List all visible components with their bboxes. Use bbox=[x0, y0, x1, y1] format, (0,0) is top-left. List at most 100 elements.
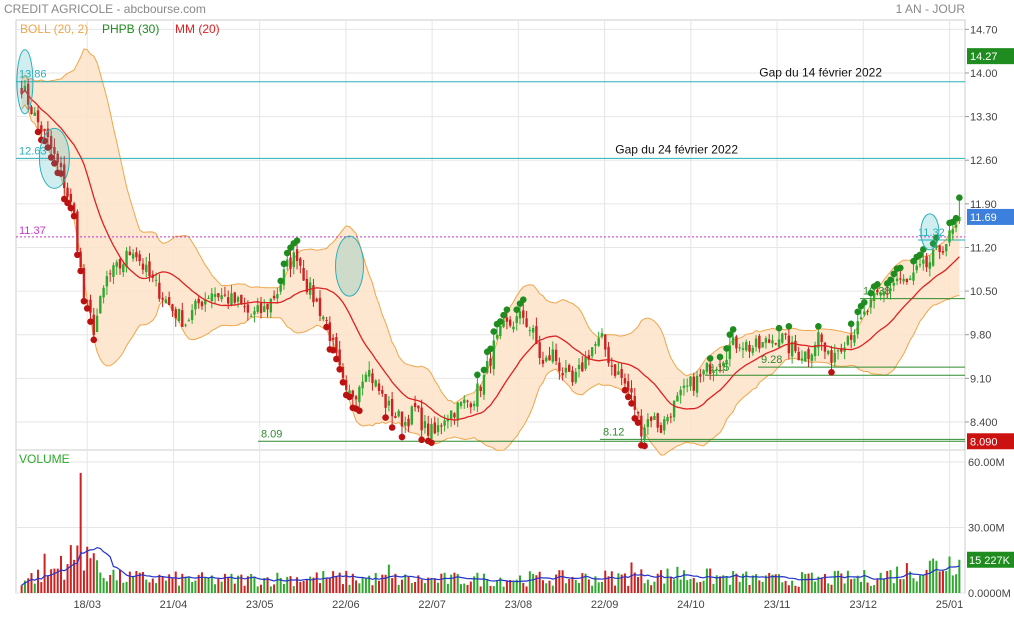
volume-bar bbox=[20, 585, 23, 593]
volume-bar bbox=[866, 582, 869, 593]
candle-body bbox=[604, 334, 607, 350]
candle-body bbox=[731, 337, 735, 345]
volume-bar bbox=[771, 574, 774, 593]
candle-body bbox=[561, 372, 564, 376]
bollinger-fill bbox=[21, 49, 960, 456]
candle-body bbox=[364, 374, 368, 382]
phpb-high-dot bbox=[887, 276, 894, 284]
candle-body bbox=[76, 211, 79, 252]
volume-bar bbox=[155, 583, 158, 593]
phpb-high-dot bbox=[775, 324, 783, 332]
candle-body bbox=[443, 420, 446, 426]
candle-body bbox=[564, 367, 568, 373]
volume-bar bbox=[692, 578, 695, 593]
volume-bar bbox=[86, 546, 89, 593]
phpb-low-dot bbox=[67, 204, 75, 212]
phpb-low-dot bbox=[624, 393, 632, 401]
candle-body bbox=[404, 422, 407, 426]
candle-body bbox=[515, 316, 518, 323]
volume-bar bbox=[915, 581, 918, 593]
candle-body bbox=[823, 342, 827, 352]
candle-body bbox=[335, 337, 338, 353]
phpb-high-dot bbox=[503, 306, 511, 314]
volume-bar bbox=[119, 569, 122, 593]
phpb-high-dot bbox=[280, 260, 288, 268]
candle-body bbox=[456, 402, 459, 421]
candle-body bbox=[613, 364, 617, 376]
volume-bar bbox=[955, 574, 958, 593]
candle-body bbox=[751, 347, 754, 353]
x-tick-label: 23/11 bbox=[764, 599, 791, 611]
candle-body bbox=[699, 374, 702, 377]
support-line-label: 9.28 bbox=[761, 354, 782, 366]
volume-bar bbox=[479, 586, 482, 593]
candle-body bbox=[377, 383, 381, 391]
volume-bar bbox=[784, 580, 787, 593]
x-tick-label: 21/04 bbox=[160, 599, 188, 611]
candle-body bbox=[754, 338, 758, 347]
y-tick-label: 12.60 bbox=[970, 155, 998, 167]
candle-body bbox=[856, 321, 859, 335]
y-tick-label: 14.00 bbox=[970, 68, 998, 80]
candle-body bbox=[495, 334, 499, 339]
candle-body bbox=[417, 405, 420, 409]
price-badges: 14.27 11.69 8.090 15 227K bbox=[967, 48, 1014, 568]
volume-bar bbox=[830, 584, 833, 593]
candle-body bbox=[213, 293, 217, 297]
phpb-high-dot bbox=[519, 296, 527, 303]
candle-body bbox=[649, 416, 653, 421]
volume-bar bbox=[250, 573, 253, 593]
volume-bar bbox=[220, 581, 223, 593]
phpb-low-dot bbox=[628, 400, 635, 407]
volume-panel bbox=[15, 449, 966, 594]
volume-tick-label: 30.00M bbox=[968, 523, 1005, 535]
volume-bar bbox=[168, 574, 171, 593]
candle-body bbox=[390, 399, 394, 417]
mm-path bbox=[21, 88, 960, 421]
phpb-low-dot bbox=[90, 336, 98, 344]
volume-bar bbox=[735, 573, 738, 593]
volume-bar bbox=[925, 569, 928, 593]
phpb-high-dot bbox=[867, 289, 875, 297]
candle-body bbox=[469, 403, 473, 408]
volume-title: VOLUME bbox=[19, 452, 70, 466]
candle-body bbox=[23, 85, 27, 91]
volume-bar bbox=[102, 577, 105, 593]
candle-body bbox=[679, 389, 682, 396]
candle-body bbox=[551, 349, 554, 362]
candle-body bbox=[243, 306, 246, 308]
candle-body bbox=[220, 295, 223, 300]
candle-body bbox=[276, 294, 279, 299]
phpb-high-dot bbox=[897, 264, 904, 272]
candle-body bbox=[472, 403, 476, 407]
candle-body bbox=[56, 153, 59, 163]
candle-body bbox=[190, 310, 194, 320]
candle-body bbox=[590, 347, 594, 357]
candle-body bbox=[325, 319, 328, 321]
volume-bar bbox=[715, 575, 718, 593]
phpb-high-dot bbox=[283, 249, 291, 257]
volume-bar bbox=[669, 576, 672, 593]
candle-body bbox=[610, 365, 614, 367]
candle-body bbox=[141, 263, 145, 270]
volume-bar bbox=[850, 579, 853, 593]
candle-body bbox=[210, 293, 214, 301]
volume-bar bbox=[722, 575, 725, 593]
phpb-high-dot bbox=[723, 345, 730, 352]
volume-bar bbox=[935, 560, 938, 593]
candle-body bbox=[102, 287, 105, 298]
volume-bar bbox=[463, 583, 466, 593]
volume-badge-label: 15 227K bbox=[969, 555, 1011, 567]
volume-bar bbox=[171, 577, 174, 593]
candle-body bbox=[646, 419, 650, 427]
candle-body bbox=[128, 251, 132, 256]
phpb-low-dot bbox=[621, 386, 629, 394]
candle-body bbox=[633, 395, 636, 410]
volume-bar bbox=[800, 572, 803, 593]
volume-bar bbox=[673, 579, 676, 593]
candle-body bbox=[607, 346, 610, 364]
candle-body bbox=[131, 253, 135, 259]
candle-body bbox=[315, 298, 318, 302]
candle-body bbox=[223, 294, 227, 296]
candle-body bbox=[807, 349, 810, 360]
